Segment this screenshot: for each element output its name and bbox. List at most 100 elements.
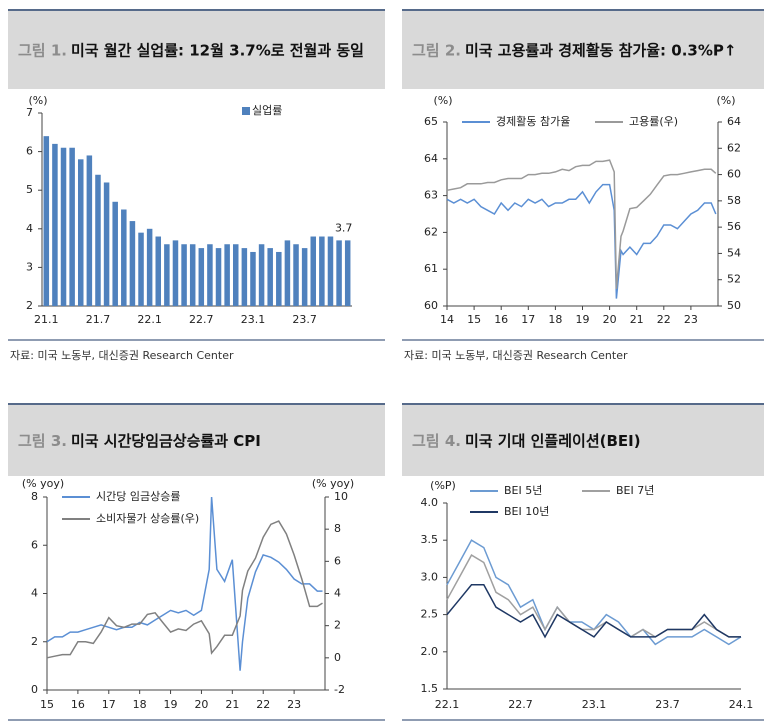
header-band xyxy=(8,11,385,89)
y-tick-label: 2 xyxy=(31,635,38,648)
x-tick-label: 22.1 xyxy=(435,698,460,711)
y2-tick-label: 4 xyxy=(334,587,341,600)
x-tick-label: 20 xyxy=(194,698,208,711)
y-tick-label: 1.5 xyxy=(421,682,439,695)
y-tick-label: 64 xyxy=(424,152,438,165)
bar xyxy=(224,244,230,306)
bar xyxy=(146,228,153,306)
y-tick-label: 5 xyxy=(26,183,33,196)
y-tick-label: 6 xyxy=(31,538,38,551)
x-tick-label: 22.7 xyxy=(508,698,533,711)
y-tick-label: 4.0 xyxy=(421,496,439,509)
x-tick-label: 17 xyxy=(521,313,535,326)
bar xyxy=(86,155,93,306)
figure-label: 그림 2. xyxy=(412,42,461,60)
bar xyxy=(95,174,101,306)
x-tick-label: 22 xyxy=(657,313,671,326)
series-line xyxy=(446,584,741,639)
y-tick-label: 2.5 xyxy=(421,608,439,621)
y2-tick-label: 0 xyxy=(334,651,341,664)
x-tick-label: 19 xyxy=(576,313,590,326)
bar xyxy=(138,232,144,306)
figure-title: 미국 기대 인플레이션(BEI) xyxy=(465,432,641,450)
y2-tick-label: 56 xyxy=(727,220,741,233)
legend-label: 시간당 임금상승률 xyxy=(96,490,180,503)
bar xyxy=(77,159,84,306)
x-tick-label: 23.1 xyxy=(582,698,607,711)
bar xyxy=(310,236,317,306)
y-tick-label: 0 xyxy=(31,683,38,696)
y2-tick-label: 6 xyxy=(334,554,341,567)
x-tick-label: 14 xyxy=(440,313,454,326)
data-label: 3.7 xyxy=(335,221,353,234)
x-tick-label: 16 xyxy=(71,698,85,711)
bar xyxy=(284,240,291,306)
x-tick-label: 21 xyxy=(630,313,644,326)
bar xyxy=(293,244,299,306)
bar xyxy=(301,248,308,306)
figure-title: 미국 시간당임금상승률과 CPI xyxy=(71,432,261,450)
bar xyxy=(319,236,325,306)
y2-tick-label: 62 xyxy=(727,141,741,154)
header-band xyxy=(402,405,764,476)
series-line xyxy=(446,183,717,299)
legend-label: 소비자물가 상승률(우) xyxy=(96,512,199,525)
y2-tick-label: 54 xyxy=(727,246,741,259)
header-band xyxy=(8,405,385,476)
y-tick-label: 65 xyxy=(424,115,438,128)
bar xyxy=(189,244,196,306)
x-tick-label: 23.7 xyxy=(292,313,317,326)
figure-title: 미국 월간 실업률: 12월 3.7%로 전월과 동일 xyxy=(71,42,364,60)
y2-tick-label: 60 xyxy=(727,168,741,181)
bar xyxy=(52,143,58,306)
figure-title: 미국 고용률과 경제활동 참가율: 0.3%P↑ xyxy=(465,42,736,60)
x-tick-label: 23.1 xyxy=(241,313,266,326)
y-tick-label: 2.0 xyxy=(421,645,439,658)
y-tick-label: 3.0 xyxy=(421,570,439,583)
x-tick-label: 21.1 xyxy=(34,313,59,326)
bar xyxy=(60,147,67,306)
bar xyxy=(121,209,127,306)
x-tick-label: 15 xyxy=(40,698,54,711)
series-line xyxy=(46,520,323,659)
source: 자료: 미국 노동부, 대신증권 Research Center xyxy=(404,349,628,362)
y-tick-label: 7 xyxy=(26,106,33,119)
y-tick-label: 60 xyxy=(424,299,438,312)
legend-label: BEI 7년 xyxy=(616,484,654,497)
legend-label: 실업률 xyxy=(252,104,282,117)
x-tick-label: 18 xyxy=(133,698,147,711)
bar xyxy=(215,248,222,306)
x-tick-label: 21.7 xyxy=(86,313,111,326)
x-tick-label: 19 xyxy=(164,698,178,711)
bar xyxy=(241,248,248,306)
legend-label: BEI 10년 xyxy=(504,505,549,518)
y2-tick-label: 58 xyxy=(727,194,741,207)
bar xyxy=(112,201,118,306)
x-tick-label: 23 xyxy=(287,698,301,711)
x-tick-label: 18 xyxy=(548,313,562,326)
legend-label: BEI 5년 xyxy=(504,484,542,497)
bar xyxy=(103,182,110,306)
bar xyxy=(43,136,50,306)
y2-tick-label: 52 xyxy=(727,273,741,286)
bar xyxy=(207,244,213,306)
x-tick-label: 22.7 xyxy=(189,313,214,326)
y-tick-label: 4 xyxy=(31,587,38,600)
x-tick-label: 20 xyxy=(603,313,617,326)
bar xyxy=(172,240,179,306)
y-tick-label: 4 xyxy=(26,222,33,235)
y-unit: (%) xyxy=(28,94,47,107)
x-tick-label: 17 xyxy=(102,698,116,711)
x-tick-label: 23 xyxy=(684,313,698,326)
y2-tick-label: 8 xyxy=(334,522,341,535)
series-line xyxy=(46,496,323,671)
y2-unit: (% yoy) xyxy=(312,477,354,490)
x-tick-label: 21 xyxy=(225,698,239,711)
y-tick-label: 6 xyxy=(26,145,33,158)
y2-tick-label: -2 xyxy=(334,683,345,696)
series-line xyxy=(446,159,717,289)
figure-label: 그림 3. xyxy=(18,432,67,450)
y-tick-label: 2 xyxy=(26,299,33,312)
figure-label: 그림 4. xyxy=(412,432,461,450)
bar xyxy=(267,248,273,306)
